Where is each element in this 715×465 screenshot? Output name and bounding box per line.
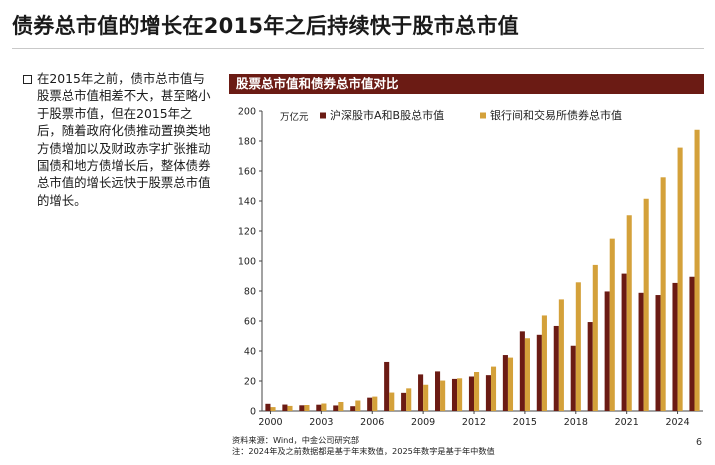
bar-bond-2006 (372, 396, 378, 411)
bar-stock-2021 (621, 273, 627, 411)
y-tick-label: 100 (238, 257, 256, 268)
legend-label-0: 沪深股市A和B股总市值 (330, 108, 444, 122)
bar-bond-2016 (541, 315, 547, 411)
bar-bond-2003 (321, 403, 327, 411)
legend-label-1: 银行间和交易所债券总市值 (490, 108, 622, 122)
bar-bond-2007 (389, 392, 395, 411)
legend-swatch-0 (320, 112, 326, 119)
bar-bond-2023 (660, 177, 666, 411)
bar-stock-2009 (418, 374, 424, 411)
page-number: 6 (696, 437, 703, 448)
bar-stock-2011 (451, 378, 458, 411)
bar-bond-2010 (440, 380, 446, 411)
page-title: 债券总市值的增长在2015年之后持续快于股市总市值 (12, 14, 519, 38)
bar-bond-2011 (457, 378, 463, 411)
bar-stock-2023 (655, 295, 661, 411)
bar-bond-2024 (677, 147, 683, 411)
bar-stock-2001 (282, 404, 288, 411)
bar-bond-2022 (643, 198, 649, 411)
bar-bond-2002 (304, 405, 310, 411)
bar-stock-2018 (570, 345, 576, 411)
bar-stock-2024 (672, 282, 678, 411)
x-tick-label: 2015 (513, 417, 537, 428)
bar-stock-2010 (435, 371, 441, 411)
bar-stock-2005 (350, 406, 356, 411)
bar-bond-2013 (490, 366, 497, 411)
y-tick-label: 140 (238, 197, 256, 208)
x-tick-label: 2012 (462, 417, 486, 428)
bar-stock-2004 (333, 405, 339, 411)
bar-bond-2012 (474, 372, 480, 411)
bar-stock-2012 (468, 376, 475, 411)
y-tick-label: 40 (244, 347, 256, 358)
bar-bond-2004 (338, 402, 344, 411)
y-tick-label: 120 (238, 227, 256, 238)
bar-bond-2019 (592, 264, 598, 411)
bar-stock-2003 (316, 404, 322, 411)
x-tick-label: 2018 (564, 417, 588, 428)
x-tick-label: 2003 (309, 417, 333, 428)
bar-bond-2008 (406, 388, 412, 411)
y-axis-label: 万亿元 (280, 111, 309, 123)
bullet-text: 在2015年之前，债市总市值与股票总市值相差不大，甚至略小于股票市值，但在201… (37, 71, 211, 208)
bar-stock-2020 (604, 291, 610, 411)
x-tick-label: 2024 (665, 417, 689, 428)
bar-bond-2020 (609, 238, 615, 411)
source-line: 资料来源：Wind，中金公司研究部 (232, 435, 360, 445)
bar-bond-2009 (423, 384, 429, 411)
y-tick-label: 60 (244, 317, 256, 328)
bar-bond-2005 (355, 400, 361, 411)
x-tick-label: 2006 (360, 417, 384, 428)
y-tick-label: 80 (244, 287, 256, 298)
bar-bond-2001 (287, 405, 293, 411)
title-divider (12, 48, 704, 49)
bar-bond-2015 (524, 338, 530, 411)
bar-bond-2018 (575, 282, 581, 411)
bar-bond-2025 (694, 129, 700, 411)
bar-stock-2013 (485, 375, 491, 411)
chart-header: 股票总市值和债券总市值对比 (229, 74, 704, 94)
y-tick-label: 160 (238, 167, 256, 178)
y-tick-label: 20 (244, 377, 256, 388)
bar-bond-2014 (507, 357, 514, 411)
bar-bond-2017 (558, 299, 564, 411)
bar-stock-2000 (265, 403, 271, 411)
source-note: 资料来源：Wind，中金公司研究部 注：2024年及之前数据都是基于年末数值，2… (232, 435, 692, 457)
legend-swatch-1 (480, 112, 486, 119)
bar-stock-2002 (299, 405, 305, 411)
bar-bond-2021 (626, 215, 632, 411)
bar-stock-2019 (587, 322, 593, 411)
x-tick-label: 2009 (411, 417, 435, 428)
x-tick-label: 2021 (615, 417, 639, 428)
bar-stock-2014 (502, 355, 508, 411)
bar-stock-2016 (536, 334, 542, 411)
bar-stock-2022 (638, 292, 644, 411)
y-tick-label: 0 (250, 407, 256, 418)
bar-stock-2025 (689, 276, 695, 411)
bar-stock-2007 (384, 361, 390, 411)
bar-stock-2008 (401, 392, 407, 411)
bar-stock-2017 (553, 325, 559, 411)
note-line: 注：2024年及之前数据都是基于年末数值，2025年数字是基于年中数值 (232, 446, 495, 456)
bullet-square-icon (23, 75, 32, 84)
y-tick-label: 200 (238, 107, 256, 118)
bar-bond-2000 (270, 407, 276, 411)
bar-stock-2015 (519, 331, 525, 411)
bar-stock-2006 (367, 397, 373, 411)
y-tick-label: 180 (238, 137, 256, 148)
x-tick-label: 2000 (258, 417, 282, 428)
